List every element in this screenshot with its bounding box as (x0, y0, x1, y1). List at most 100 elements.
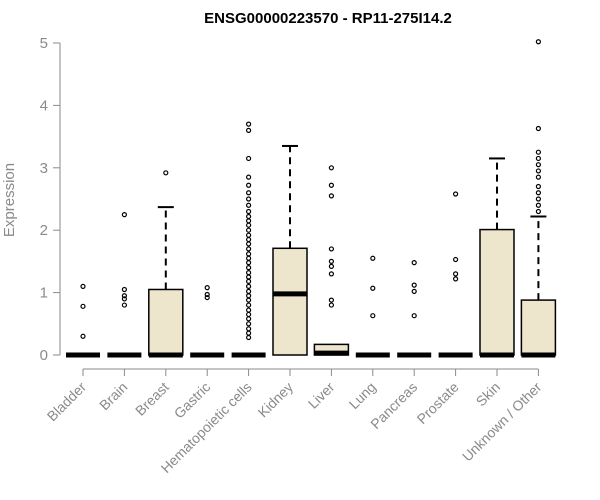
x-tick-label: Unknown / Other (459, 379, 545, 465)
box-group (148, 170, 184, 358)
box-group (397, 260, 432, 358)
x-tick-label: Kidney (255, 379, 297, 421)
outlier-point (328, 193, 334, 199)
outlier-point (328, 182, 334, 188)
outlier-point (246, 232, 252, 238)
outlier-point (370, 255, 376, 261)
outlier-point (246, 236, 252, 243)
box-group (231, 121, 266, 358)
outlier-point (535, 155, 542, 162)
outlier-point (246, 202, 252, 208)
outlier-point (246, 288, 252, 294)
outlier-point (411, 288, 417, 294)
y-tick-label: 5 (40, 35, 48, 52)
x-tick-label: Liver (305, 379, 338, 412)
box-rect (272, 247, 308, 356)
x-tick-label: Lung (346, 379, 379, 412)
x-tick-label: Brain (96, 379, 130, 413)
outlier-point (246, 255, 252, 261)
outlier-point (121, 302, 128, 308)
outlier-point (328, 263, 334, 269)
outlier-point (246, 283, 252, 289)
outlier-point (246, 334, 252, 341)
outlier-point (246, 208, 252, 215)
y-axis-label: Expression (1, 163, 18, 237)
outlier-point (246, 265, 252, 271)
outlier-point (246, 213, 252, 220)
outlier-point (535, 125, 542, 132)
x-tick-label: Skin (473, 379, 504, 410)
outlier-point (246, 222, 252, 228)
outlier-point (453, 191, 459, 197)
box-rect (520, 299, 557, 356)
box-rect (148, 288, 184, 356)
y-tick-label: 0 (40, 347, 48, 364)
outlier-point (163, 170, 169, 176)
outlier-point (246, 307, 252, 313)
outlier-point (246, 174, 252, 180)
outlier-point (246, 270, 252, 276)
outlier-point (328, 271, 334, 277)
outlier-point (328, 297, 334, 303)
outlier-point (246, 246, 252, 252)
outlier-point (246, 182, 252, 188)
outlier-point (246, 121, 252, 127)
outlier-point (246, 297, 252, 303)
outlier-point (246, 278, 252, 284)
outlier-point (246, 241, 252, 247)
outlier-point (453, 276, 459, 282)
outlier-point (535, 202, 542, 208)
outlier-point (204, 285, 210, 291)
outlier-point (328, 165, 334, 171)
outlier-point (246, 127, 252, 133)
outlier-point (246, 251, 252, 257)
outlier-point (535, 149, 542, 155)
outlier-point (80, 333, 86, 339)
outlier-point (121, 296, 128, 302)
x-tick-label: Prostate (414, 379, 462, 427)
y-tick-label: 3 (40, 160, 48, 177)
outlier-point (328, 258, 334, 264)
x-tick-label: Breast (132, 379, 172, 419)
y-tick-label: 2 (40, 222, 48, 239)
outlier-point (535, 196, 542, 202)
outlier-point (535, 174, 542, 180)
box-group (520, 39, 557, 358)
box-group (479, 157, 515, 358)
outlier-point (80, 283, 86, 289)
outlier-point (328, 302, 334, 308)
y-tick-label: 1 (40, 285, 48, 302)
outlier-point (453, 271, 459, 277)
box-group (66, 283, 100, 358)
outlier-point (535, 39, 542, 45)
box-rect (479, 228, 515, 356)
y-tick-label: 4 (40, 97, 48, 114)
outlier-point (246, 316, 252, 322)
outlier-point (246, 196, 252, 202)
box-group (107, 212, 142, 358)
outlier-point (121, 293, 128, 299)
outlier-point (535, 162, 542, 168)
outlier-point (121, 286, 128, 293)
outlier-point (411, 313, 417, 319)
outlier-point (535, 183, 542, 190)
box-group (190, 285, 225, 358)
boxes-layer (66, 39, 557, 358)
x-tick-label: Bladder (44, 379, 90, 425)
outlier-point (121, 212, 128, 218)
outlier-point (246, 321, 252, 327)
outlier-point (204, 291, 210, 298)
outlier-point (246, 274, 252, 280)
outlier-point (246, 218, 252, 224)
outlier-point (535, 190, 542, 196)
outlier-point (370, 313, 376, 319)
outlier-point (535, 208, 542, 215)
box-group (313, 165, 350, 356)
outlier-point (411, 260, 417, 266)
outlier-point (246, 155, 252, 162)
box-group (355, 255, 390, 358)
outlier-point (246, 311, 252, 318)
outlier-point (535, 168, 542, 174)
outlier-point (370, 285, 376, 291)
